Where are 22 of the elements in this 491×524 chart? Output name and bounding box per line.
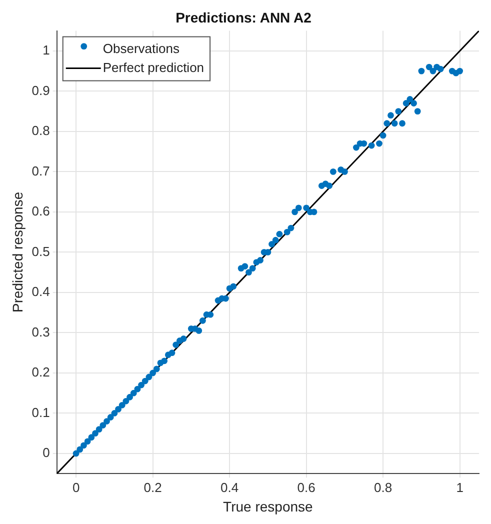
y-tick-label: 0.4 <box>32 284 50 300</box>
y-tick-label: 0.6 <box>32 204 50 219</box>
y-tick-label: 0.7 <box>32 163 50 178</box>
y-tick-label: 0.5 <box>32 244 50 259</box>
y-tick-label: 0.3 <box>32 324 50 340</box>
y-tick-label: 0.9 <box>32 82 50 98</box>
y-axis-title: Predicted response <box>9 192 26 313</box>
x-tick-label: 0.8 <box>374 480 392 495</box>
chart-title: Predictions: ANN A2 <box>176 9 312 26</box>
x-tick-label: 1 <box>456 480 464 495</box>
x-tick-label: 0.6 <box>297 480 316 495</box>
y-tick-label: 0.1 <box>32 404 50 420</box>
x-tick-label: 0.2 <box>144 480 162 495</box>
y-tick-label: 0 <box>42 445 50 460</box>
y-tick-label: 1 <box>42 42 50 58</box>
legend-label: Perfect prediction <box>102 60 204 75</box>
x-tick-label: 0.4 <box>220 480 239 495</box>
legend-label: Observations <box>102 40 180 56</box>
y-tick-label: 0.8 <box>32 123 50 138</box>
x-tick-label: 0 <box>72 480 80 495</box>
x-axis-title: True response <box>223 498 314 514</box>
y-tick-label: 0.2 <box>32 364 50 380</box>
